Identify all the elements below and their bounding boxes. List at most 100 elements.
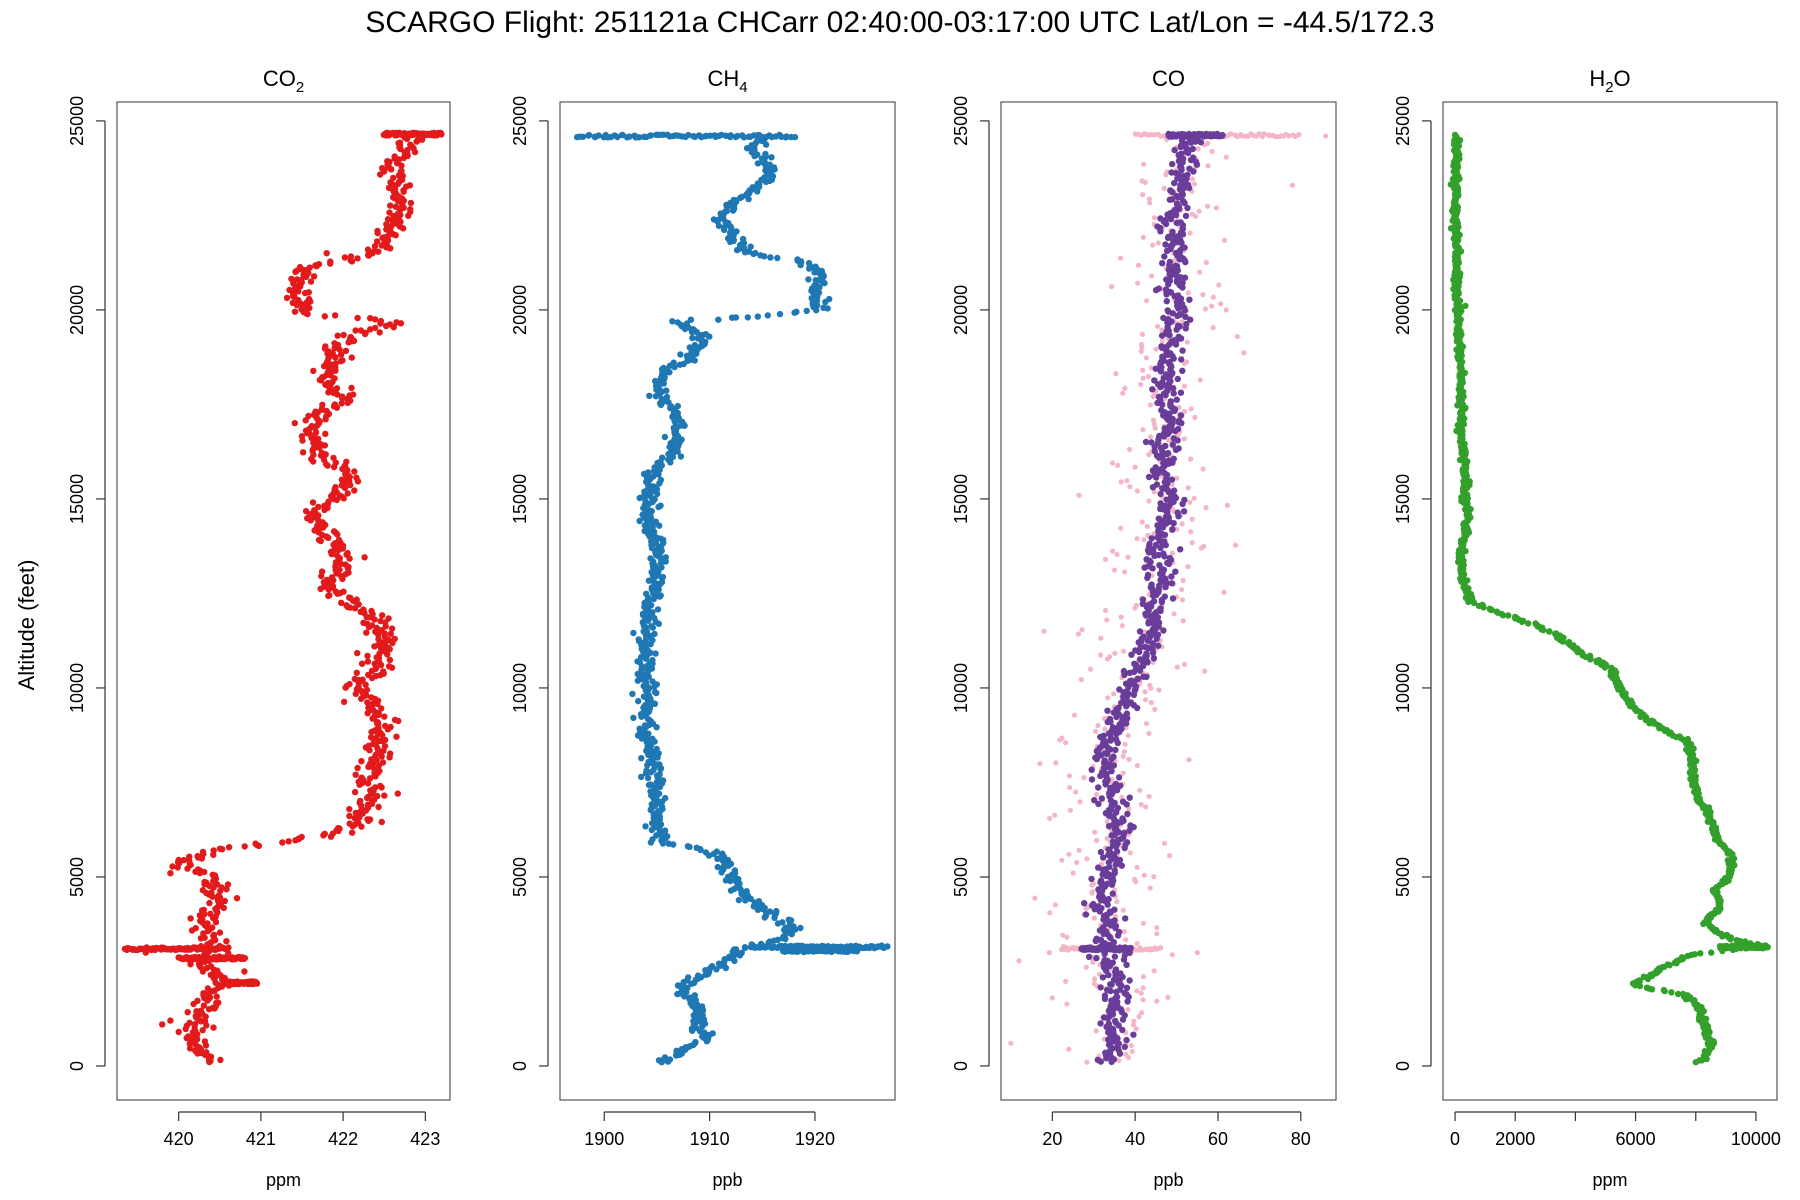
data-point — [291, 419, 298, 427]
data-point — [186, 1045, 194, 1052]
data-point-raw — [1081, 775, 1087, 781]
data-point — [332, 360, 339, 367]
data-point-raw — [1119, 623, 1125, 629]
data-point — [310, 367, 317, 375]
data-point — [1109, 890, 1117, 897]
data-point — [646, 510, 653, 518]
data-point — [803, 307, 810, 315]
panel-title: CO2 — [263, 66, 304, 96]
data-point — [207, 963, 215, 970]
data-point-raw — [1151, 215, 1158, 221]
data-point — [731, 867, 739, 874]
data-point — [386, 656, 394, 664]
data-point — [354, 255, 361, 262]
data-point-raw — [1140, 985, 1146, 991]
data-point — [1178, 356, 1185, 363]
data-point — [1164, 449, 1172, 457]
data-point — [392, 203, 399, 210]
data-point-raw — [1098, 635, 1104, 641]
data-point — [343, 602, 350, 609]
data-point — [652, 650, 659, 657]
data-point — [216, 929, 224, 936]
data-point — [159, 1021, 166, 1028]
data-point-raw — [1123, 1051, 1129, 1057]
x-axis-label: ppb — [1153, 1170, 1183, 1190]
data-point — [351, 468, 358, 475]
data-point — [1586, 652, 1594, 659]
data-point — [373, 624, 380, 632]
data-point — [661, 433, 669, 441]
data-point — [338, 476, 346, 483]
data-point — [1167, 398, 1175, 405]
data-point-raw — [1118, 479, 1124, 485]
data-point — [1101, 757, 1108, 764]
data-point — [1121, 952, 1129, 959]
data-point-raw — [1102, 556, 1109, 562]
data-point — [648, 538, 655, 545]
panel-title-main: CO — [1152, 66, 1185, 91]
x-tick-label: 421 — [246, 1129, 276, 1149]
data-point — [752, 249, 759, 257]
data-point — [1179, 367, 1186, 374]
data-point-raw — [1184, 359, 1190, 365]
data-point — [745, 248, 752, 255]
data-point — [1182, 212, 1190, 220]
data-point — [1186, 165, 1193, 172]
data-point — [654, 606, 662, 613]
data-point — [391, 635, 398, 643]
data-point — [692, 996, 699, 1004]
data-point-raw — [1140, 974, 1146, 980]
data-point — [338, 400, 345, 407]
data-point — [1146, 540, 1153, 548]
data-point — [1151, 377, 1158, 384]
data-point-raw — [1289, 182, 1296, 188]
data-point — [363, 686, 371, 694]
data-point — [1674, 990, 1682, 998]
data-point — [1113, 848, 1121, 855]
data-point — [225, 844, 233, 851]
data-point — [1088, 776, 1096, 783]
data-point-raw — [1189, 516, 1195, 522]
data-point — [691, 992, 698, 999]
data-point — [629, 690, 636, 698]
data-point — [1640, 973, 1648, 980]
data-point — [388, 625, 396, 632]
data-point-raw — [1179, 597, 1186, 603]
data-point — [1114, 804, 1122, 812]
data-point-raw — [1140, 997, 1146, 1003]
data-point — [1511, 613, 1519, 621]
data-point — [663, 387, 670, 394]
data-point-raw — [1146, 196, 1152, 202]
data-point — [1097, 1020, 1104, 1027]
data-point — [379, 165, 386, 172]
data-point-raw — [1200, 466, 1206, 472]
data-point — [1132, 647, 1139, 654]
y-tick-label: 10000 — [951, 663, 971, 713]
data-point — [642, 823, 649, 830]
data-point — [1164, 387, 1171, 394]
data-point-raw — [1205, 163, 1211, 169]
plot-frame — [116, 101, 451, 1101]
data-point-raw — [1139, 1010, 1145, 1016]
data-point — [1156, 562, 1163, 569]
data-point — [630, 629, 637, 637]
data-point — [1157, 215, 1164, 222]
data-point — [210, 1024, 217, 1031]
data-point — [253, 980, 261, 987]
data-point — [340, 588, 347, 595]
data-point — [1678, 954, 1686, 961]
data-point — [322, 343, 329, 350]
data-point — [338, 599, 345, 606]
data-point-raw — [1121, 749, 1127, 755]
data-point-raw — [1047, 815, 1053, 822]
data-point-raw — [1151, 531, 1157, 537]
data-point — [383, 221, 390, 228]
data-point — [318, 568, 326, 575]
data-point — [180, 856, 188, 864]
data-point-raw — [1130, 1022, 1137, 1028]
data-point — [1170, 455, 1178, 462]
data-point — [1149, 386, 1156, 393]
y-tick-label: 5000 — [951, 857, 971, 897]
data-point-raw — [1049, 995, 1055, 1001]
